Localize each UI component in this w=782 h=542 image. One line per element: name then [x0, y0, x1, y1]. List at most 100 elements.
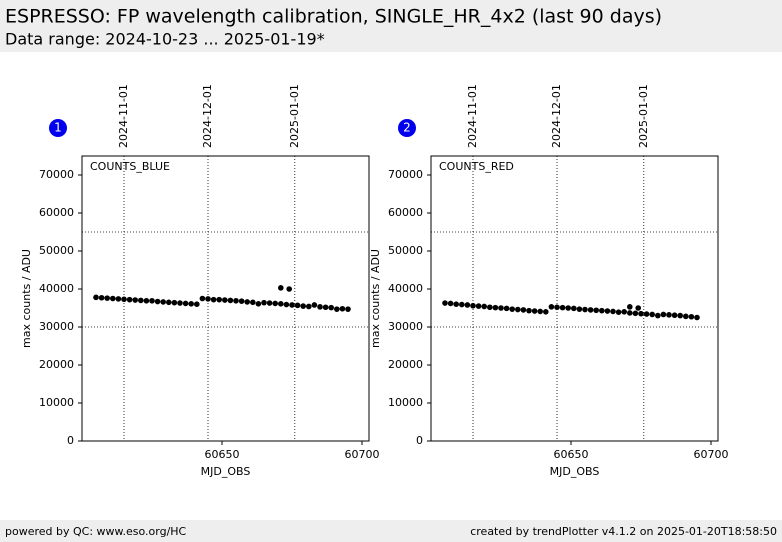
point: [250, 299, 256, 306]
y-axis-label: max counts / ADU: [369, 249, 382, 348]
panel-label: COUNTS_RED: [439, 160, 514, 173]
point: [548, 304, 555, 310]
x-tick-label: 60650: [205, 448, 240, 461]
point: [283, 301, 290, 308]
y-tick-label: 70000: [388, 168, 423, 181]
point: [126, 296, 133, 303]
point: [278, 285, 284, 291]
point: [475, 303, 482, 309]
footer-band: [0, 520, 782, 542]
point: [306, 303, 312, 310]
y-tick-label: 40000: [39, 282, 74, 295]
point: [205, 296, 211, 302]
y-axis-label: max counts / ADU: [20, 249, 33, 348]
plot-area: [430, 155, 719, 442]
y-tick-label: 50000: [388, 244, 423, 257]
point: [132, 297, 138, 303]
point: [266, 300, 273, 306]
point: [688, 313, 695, 320]
point: [194, 301, 200, 308]
point: [138, 297, 144, 304]
point: [453, 301, 460, 308]
y-tick-label: 20000: [39, 358, 74, 371]
point: [233, 297, 239, 304]
point: [571, 305, 577, 312]
point: [593, 307, 599, 314]
badge: [49, 119, 67, 137]
point: [311, 302, 318, 308]
point: [154, 298, 161, 305]
point: [244, 299, 250, 305]
point: [526, 307, 532, 314]
point: [559, 304, 566, 311]
y-tick-label: 30000: [388, 320, 423, 333]
point: [98, 294, 105, 301]
point: [222, 297, 228, 303]
point: [638, 310, 644, 317]
point: [286, 286, 293, 292]
date-label: 2025-01-01: [288, 84, 301, 148]
panel-label: COUNTS_BLUE: [90, 160, 170, 173]
x-tick-label: 60650: [554, 448, 589, 461]
point: [339, 305, 346, 312]
point: [610, 308, 616, 315]
point: [227, 297, 234, 304]
point: [599, 307, 605, 314]
point: [492, 304, 499, 311]
point: [110, 295, 116, 302]
point: [565, 305, 571, 311]
point: [104, 295, 110, 301]
point: [509, 306, 515, 312]
point: [627, 310, 633, 316]
point: [188, 301, 194, 307]
point: [576, 306, 583, 312]
badge-label: 2: [403, 121, 411, 135]
y-tick-label: 0: [416, 434, 423, 447]
x-axis-label: MJD_OBS: [201, 465, 251, 478]
point: [649, 311, 655, 318]
point: [604, 308, 611, 314]
point: [464, 302, 471, 308]
point: [149, 297, 155, 304]
point: [160, 299, 166, 305]
point: [515, 306, 521, 313]
date-label: 2025-01-01: [637, 84, 650, 148]
point: [531, 308, 538, 314]
date-label: 2024-11-01: [117, 84, 130, 148]
point: [694, 314, 700, 321]
point: [322, 304, 329, 311]
point: [345, 306, 351, 312]
point: [655, 312, 661, 319]
point: [272, 300, 279, 307]
y-tick-label: 50000: [39, 244, 74, 257]
point: [503, 305, 510, 312]
y-tick-label: 60000: [388, 206, 423, 219]
point: [166, 299, 172, 306]
point: [261, 299, 267, 306]
point: [582, 306, 588, 313]
y-tick-label: 10000: [388, 396, 423, 409]
x-axis-label: MJD_OBS: [550, 465, 600, 478]
point: [294, 302, 301, 309]
point: [470, 302, 476, 309]
point: [93, 294, 99, 301]
point: [615, 309, 622, 315]
point: [660, 311, 667, 318]
point: [498, 305, 504, 311]
point: [255, 301, 262, 307]
y-tick-label: 10000: [39, 396, 74, 409]
point: [520, 307, 527, 313]
y-tick-label: 0: [67, 434, 74, 447]
point: [182, 300, 189, 307]
point: [289, 302, 295, 308]
point: [334, 306, 340, 312]
point: [643, 311, 650, 317]
point: [683, 313, 689, 320]
point: [487, 304, 493, 311]
point: [300, 303, 307, 309]
point: [587, 307, 594, 313]
point: [627, 304, 633, 310]
point: [666, 312, 672, 318]
point: [481, 303, 488, 310]
page-subtitle: Data range: 2024-10-23 ... 2025-01-19*: [5, 30, 325, 49]
